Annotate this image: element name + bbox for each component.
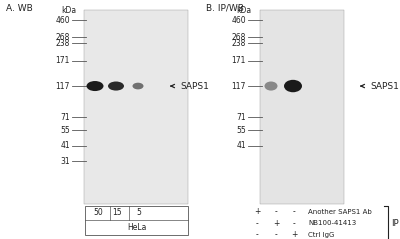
Text: 268: 268 xyxy=(232,33,246,42)
Text: Ctrl IgG: Ctrl IgG xyxy=(308,232,334,238)
Text: +: + xyxy=(291,230,297,239)
Text: 15: 15 xyxy=(112,208,122,217)
Text: SAPS1: SAPS1 xyxy=(180,81,209,91)
Text: -: - xyxy=(275,207,277,216)
Text: -: - xyxy=(293,219,295,228)
Ellipse shape xyxy=(284,80,302,92)
Text: 171: 171 xyxy=(56,56,70,65)
Text: 41: 41 xyxy=(60,141,70,150)
Text: -: - xyxy=(275,230,277,239)
Text: A. WB: A. WB xyxy=(6,4,33,13)
Text: kDa: kDa xyxy=(61,6,76,15)
Text: kDa: kDa xyxy=(236,6,251,15)
Text: -: - xyxy=(293,207,295,216)
Text: 5: 5 xyxy=(136,208,141,217)
Text: 71: 71 xyxy=(60,113,70,122)
Bar xyxy=(84,10,188,204)
Text: 55: 55 xyxy=(60,126,70,135)
Text: -: - xyxy=(256,219,258,228)
Ellipse shape xyxy=(86,81,104,91)
Bar xyxy=(260,10,344,204)
Text: HeLa: HeLa xyxy=(127,223,146,232)
Text: 50: 50 xyxy=(94,208,104,217)
Bar xyxy=(85,206,188,235)
Text: 41: 41 xyxy=(236,141,246,150)
Text: B. IP/WB: B. IP/WB xyxy=(206,4,244,13)
Text: +: + xyxy=(254,207,260,216)
Text: SAPS1: SAPS1 xyxy=(370,81,399,91)
Text: NB100-41413: NB100-41413 xyxy=(308,220,356,227)
Text: 171: 171 xyxy=(232,56,246,65)
Text: -: - xyxy=(256,230,258,239)
Text: +: + xyxy=(273,219,279,228)
Text: 117: 117 xyxy=(56,81,70,91)
Text: IP: IP xyxy=(391,219,399,228)
Text: Another SAPS1 Ab: Another SAPS1 Ab xyxy=(308,208,372,215)
Text: 55: 55 xyxy=(236,126,246,135)
Ellipse shape xyxy=(108,81,124,91)
Text: 117: 117 xyxy=(232,81,246,91)
Ellipse shape xyxy=(264,81,278,91)
Text: 238: 238 xyxy=(232,38,246,48)
Text: 460: 460 xyxy=(55,16,70,25)
Text: 268: 268 xyxy=(56,33,70,42)
Text: 71: 71 xyxy=(236,113,246,122)
Ellipse shape xyxy=(132,83,144,89)
Text: 238: 238 xyxy=(56,38,70,48)
Text: 460: 460 xyxy=(231,16,246,25)
Text: 31: 31 xyxy=(60,157,70,166)
